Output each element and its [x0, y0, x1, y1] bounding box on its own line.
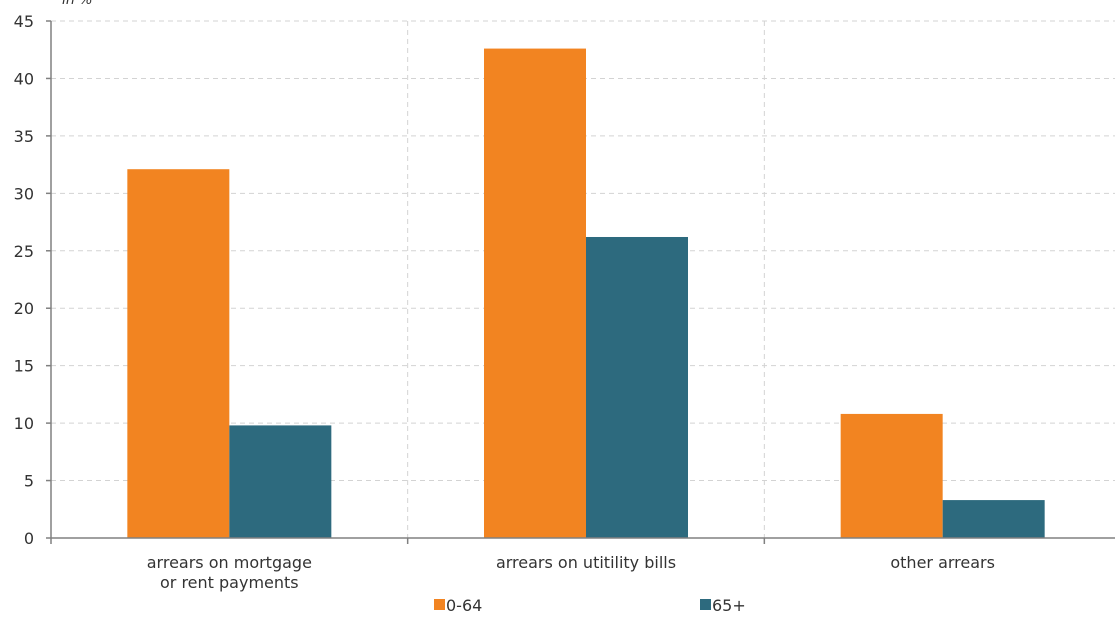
bar-65+-1 [586, 236, 688, 539]
y-tick-label: 35 [14, 127, 34, 146]
y-tick-label: 45 [14, 12, 34, 31]
bar-65+-2 [942, 500, 1045, 538]
y-tick-label: 10 [14, 414, 34, 433]
y-tick-label: 5 [24, 472, 34, 491]
legend-label-65+: 65+ [712, 596, 746, 615]
legend-label-0-64: 0-64 [446, 596, 482, 615]
axes [46, 20, 1115, 544]
x-category-label: other arrears [890, 553, 995, 572]
y-tick-label: 0 [24, 529, 34, 548]
y-tick-label: 25 [14, 242, 34, 261]
y-tick-label: 15 [14, 357, 34, 376]
bar-65+-0 [229, 425, 332, 538]
y-axis-ticks: 0 5 10 15 20 25 30 35 40 45 [14, 12, 34, 548]
y-tick-label: 40 [14, 69, 34, 88]
legend-swatch-65+ [700, 599, 711, 610]
y-tick-label: 20 [14, 299, 34, 318]
bars [127, 48, 1045, 539]
legend: 0-64 65+ [434, 596, 746, 615]
y-unit-label: in % [62, 0, 93, 8]
y-tick-label: 30 [14, 184, 34, 203]
bar-0-64-1 [484, 48, 586, 538]
x-category-label: arrears on utitility bills [496, 553, 676, 572]
bar-0-64-0 [127, 169, 230, 538]
x-category-label: or rent payments [160, 573, 299, 592]
bar-0-64-2 [840, 413, 943, 538]
x-category-label: arrears on mortgage [147, 553, 312, 572]
legend-swatch-0-64 [434, 599, 445, 610]
